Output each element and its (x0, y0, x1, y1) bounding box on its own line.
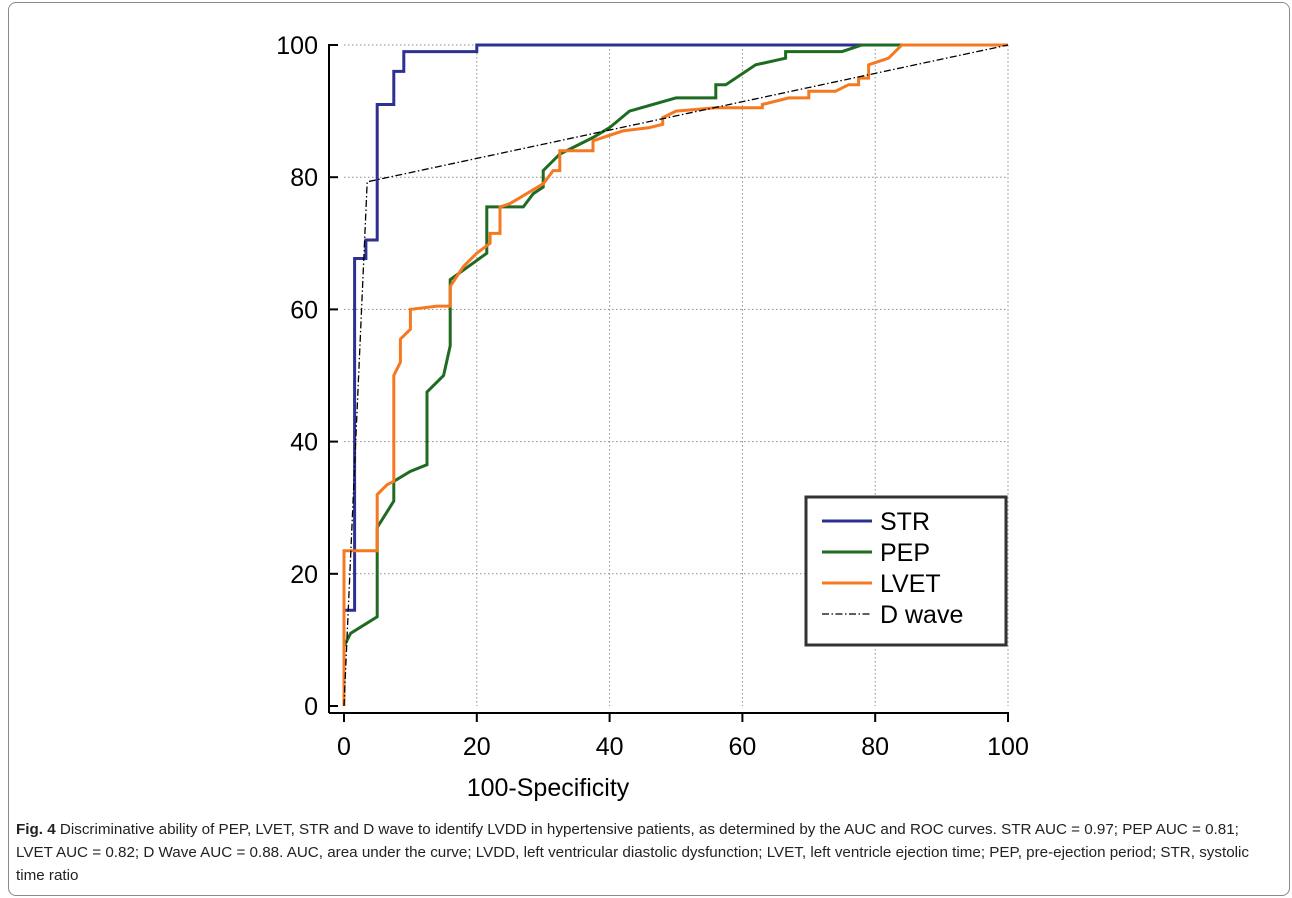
y-tick-label: 60 (290, 296, 318, 324)
tick-labels: 0 20 40 60 80 100 0 20 40 60 80 100 (276, 32, 1029, 761)
legend-label: PEP (880, 539, 930, 567)
y-tick-label: 0 (304, 693, 318, 721)
x-tick-label: 100 (987, 733, 1029, 761)
figure-frame (8, 2, 1290, 896)
y-tick-label: 100 (276, 32, 318, 60)
x-tick-label: 60 (728, 733, 756, 761)
x-tick-label: 20 (463, 733, 491, 761)
x-tick-label: 40 (596, 733, 624, 761)
legend-label: STR (880, 508, 930, 536)
x-tick-label: 0 (337, 733, 351, 761)
caption-text: Discriminative ability of PEP, LVET, STR… (16, 821, 1249, 884)
x-tick-label: 80 (861, 733, 889, 761)
legend-label: D wave (880, 601, 963, 629)
roc-chart: 0 20 40 60 80 100 0 20 40 60 80 100 100-Specificity… (276, 32, 1029, 802)
legend-label: LVET (880, 570, 941, 598)
y-tick-label: 20 (290, 561, 318, 589)
series-line-pep (342, 43, 1008, 706)
series-layer (342, 43, 1009, 707)
legend: STR PEP LVET D wave (804, 495, 1008, 647)
y-tick-label: 80 (290, 164, 318, 192)
series-line-str (342, 43, 1008, 706)
series-line-lvet (342, 43, 1008, 706)
series-line-d-wave (343, 44, 1009, 707)
y-tick-label: 40 (290, 429, 318, 457)
x-axis-label: 100-Specificity (467, 774, 630, 802)
legend-box (804, 495, 1008, 647)
figure-caption: Fig. 4 Discriminative ability of PEP, LV… (16, 818, 1276, 887)
axes (328, 44, 1009, 722)
caption-label: Fig. 4 (16, 821, 56, 838)
